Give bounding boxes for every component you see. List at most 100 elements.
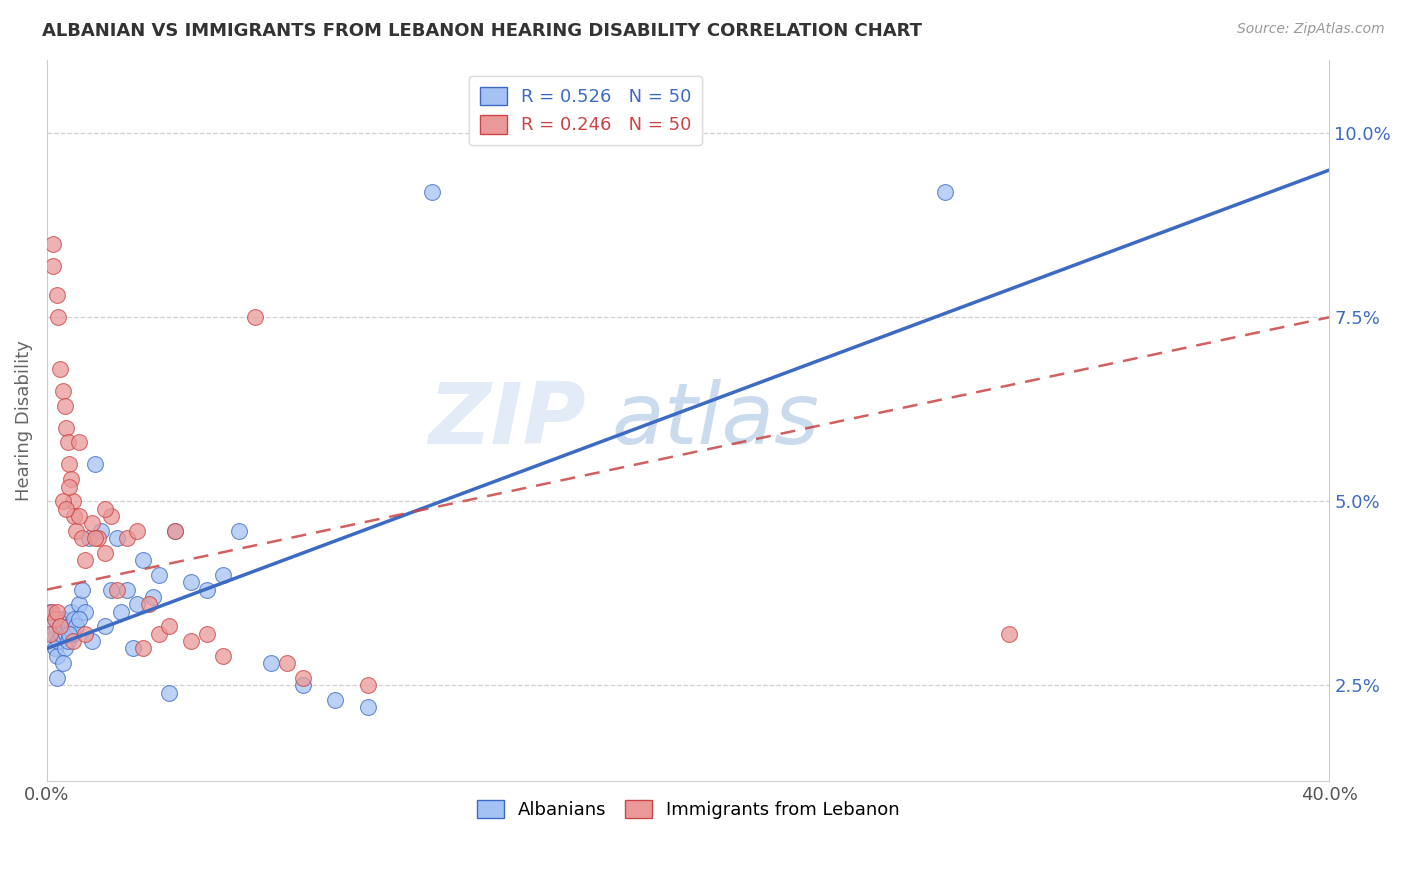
Point (75, 627, 97, 641)
Point (42, 236, 65, 251)
Point (148, 567, 170, 582)
Point (180, 575, 202, 590)
Point (325, 693, 347, 707)
Point (93, 546, 115, 560)
Point (100, 508, 122, 523)
Point (84, 458, 107, 472)
Point (62, 627, 84, 641)
Point (115, 531, 138, 545)
Point (148, 627, 170, 641)
Point (63, 508, 86, 523)
Point (87, 531, 110, 545)
Point (292, 678, 315, 692)
Point (52, 657, 75, 671)
Point (67, 597, 90, 611)
Point (93, 619, 115, 633)
Point (65, 524, 87, 538)
Point (56, 435, 79, 450)
Point (356, 700, 378, 714)
Point (53, 641, 76, 656)
Point (51, 627, 73, 641)
Point (75, 605, 97, 619)
Point (70, 582, 93, 597)
Point (45, 671, 67, 685)
Point (65, 619, 87, 633)
Point (62, 494, 84, 508)
Point (48, 361, 70, 376)
Point (165, 524, 187, 538)
Point (195, 582, 218, 597)
Point (245, 310, 267, 325)
Point (90, 524, 112, 538)
Point (292, 671, 315, 685)
Point (80, 516, 103, 531)
Text: Source: ZipAtlas.com: Source: ZipAtlas.com (1237, 22, 1385, 37)
Point (122, 641, 145, 656)
Point (42, 259, 65, 273)
Point (52, 494, 75, 508)
Point (48, 619, 70, 633)
Point (180, 634, 202, 648)
Point (44, 641, 66, 656)
Point (41, 605, 63, 619)
Point (56, 634, 79, 648)
Point (165, 524, 187, 538)
Point (59, 472, 82, 486)
Point (45, 288, 67, 302)
Point (41, 619, 63, 633)
Point (58, 479, 80, 493)
Point (107, 582, 129, 597)
Text: ALBANIAN VS IMMIGRANTS FROM LEBANON HEARING DISABILITY CORRELATION CHART: ALBANIAN VS IMMIGRANTS FROM LEBANON HEAR… (42, 22, 922, 40)
Point (45, 605, 67, 619)
Point (42, 627, 65, 641)
Legend: Albanians, Immigrants from Lebanon: Albanians, Immigrants from Lebanon (470, 792, 907, 826)
Point (45, 648, 67, 663)
Point (55, 420, 77, 434)
Point (67, 508, 90, 523)
Point (52, 384, 75, 398)
Text: ZIP: ZIP (427, 379, 585, 462)
Point (260, 657, 283, 671)
Point (58, 619, 80, 633)
Point (77, 531, 100, 545)
Point (125, 597, 148, 611)
Point (53, 399, 76, 413)
Point (142, 590, 165, 604)
Point (93, 501, 115, 516)
Point (212, 648, 235, 663)
Point (46, 634, 69, 648)
Point (67, 435, 90, 450)
Point (132, 641, 155, 656)
Point (39, 605, 62, 619)
Point (75, 553, 97, 567)
Point (228, 524, 250, 538)
Point (356, 678, 378, 692)
Point (157, 686, 180, 700)
Point (55, 501, 77, 516)
Point (55, 627, 77, 641)
Point (46, 310, 69, 325)
Point (276, 657, 298, 671)
Point (62, 634, 84, 648)
Point (58, 458, 80, 472)
Point (110, 605, 132, 619)
Point (934, 185, 956, 199)
Point (100, 582, 122, 597)
Point (195, 627, 218, 641)
Point (212, 567, 235, 582)
Point (125, 524, 148, 538)
Point (84, 531, 107, 545)
Point (138, 597, 160, 611)
Y-axis label: Hearing Disability: Hearing Disability (15, 340, 32, 500)
Point (80, 634, 103, 648)
Point (107, 531, 129, 545)
Point (59, 605, 82, 619)
Point (58, 627, 80, 641)
Point (115, 582, 138, 597)
Point (39, 627, 62, 641)
Point (132, 553, 155, 567)
Point (420, 185, 443, 199)
Point (70, 531, 93, 545)
Point (63, 612, 86, 626)
Point (157, 619, 180, 633)
